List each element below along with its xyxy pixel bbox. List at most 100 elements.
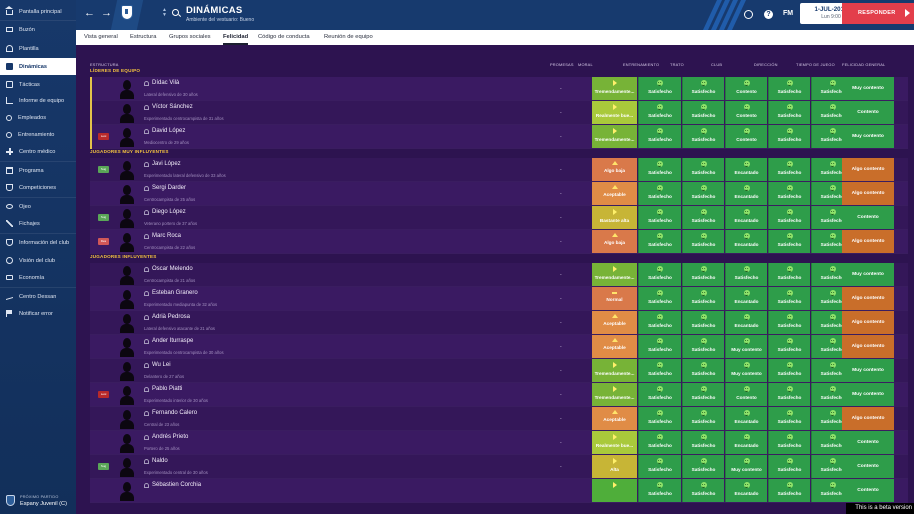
club-crest-icon[interactable]: [121, 5, 133, 20]
sidebar-item-economia[interactable]: Economía: [0, 269, 76, 286]
player-status-tag[interactable]: Lesi: [98, 133, 109, 140]
next-match-club[interactable]: Espany Juvenil (C): [20, 501, 67, 507]
overall-happiness-cell[interactable]: Algo contento: [842, 230, 894, 253]
overall-happiness-cell[interactable]: Contento: [842, 431, 894, 454]
status-cell[interactable]: Muy contento: [725, 359, 767, 382]
status-cell[interactable]: Satisfecho: [768, 101, 810, 124]
morale-cell[interactable]: Tremendamente...: [592, 263, 637, 286]
player-name[interactable]: Andrés Prieto: [152, 434, 189, 440]
table-row[interactable]: Des Marc Roca Centrocampista de 22 años - Al…: [90, 230, 908, 254]
status-cell[interactable]: Encantado: [725, 479, 767, 502]
status-cell[interactable]: Satisfecho: [768, 287, 810, 310]
table-row[interactable]: Sug Naldo Experimentado central de 30 años…: [90, 455, 908, 479]
sidebar-item-competiciones[interactable]: Competiciones: [0, 179, 76, 196]
status-cell[interactable]: Satisfecho: [638, 206, 681, 229]
status-cell[interactable]: Satisfecho: [638, 359, 681, 382]
status-cell[interactable]: Satisfecho: [682, 158, 724, 181]
overall-happiness-cell[interactable]: Muy contento: [842, 359, 894, 382]
player-name[interactable]: David López: [152, 128, 186, 134]
status-cell[interactable]: Satisfecho: [768, 407, 810, 430]
player-name[interactable]: Dídac Vilà: [152, 80, 180, 86]
status-cell[interactable]: Contento: [725, 101, 767, 124]
morale-cell[interactable]: Realmente bue...: [592, 431, 637, 454]
sidebar-item-notificar-error[interactable]: Notificar error: [0, 305, 76, 322]
status-cell[interactable]: Satisfecho: [768, 311, 810, 334]
player-name[interactable]: Sébastien Corchia: [152, 482, 202, 488]
morale-cell[interactable]: Realmente bue...: [592, 101, 637, 124]
status-cell[interactable]: Encantado: [725, 407, 767, 430]
status-cell[interactable]: Encantado: [725, 182, 767, 205]
respond-button[interactable]: RESPONDER: [842, 3, 914, 24]
player-name[interactable]: Víctor Sánchez: [152, 104, 193, 110]
player-status-tag[interactable]: Sug: [98, 214, 109, 221]
status-cell[interactable]: Satisfecho: [638, 125, 681, 148]
status-cell[interactable]: Satisfecho: [682, 287, 724, 310]
status-cell[interactable]: Contento: [725, 125, 767, 148]
player-name[interactable]: Marc Roca: [152, 233, 182, 239]
status-cell[interactable]: Satisfecho: [638, 158, 681, 181]
status-cell[interactable]: Satisfecho: [768, 359, 810, 382]
back-arrow-icon[interactable]: ←: [84, 7, 95, 19]
player-name[interactable]: Esteban Granero: [152, 290, 198, 296]
ball-icon[interactable]: [744, 10, 753, 19]
status-cell[interactable]: Satisfecho: [768, 383, 810, 406]
status-cell[interactable]: Encantado: [725, 431, 767, 454]
status-cell[interactable]: Encantado: [725, 206, 767, 229]
up-down-chevron-icon[interactable]: ▲ ▼: [162, 7, 167, 18]
morale-cell[interactable]: Algo baja: [592, 230, 637, 253]
status-cell[interactable]: Muy contento: [725, 455, 767, 478]
sidebar-item-centro-dessan[interactable]: Centro Dessan: [0, 288, 76, 305]
overall-happiness-cell[interactable]: Algo contento: [842, 182, 894, 205]
status-cell[interactable]: Satisfecho: [682, 206, 724, 229]
status-cell[interactable]: Satisfecho: [638, 230, 681, 253]
player-name[interactable]: Adrià Pedrosa: [152, 314, 191, 320]
status-cell[interactable]: Satisfecho: [682, 455, 724, 478]
overall-happiness-cell[interactable]: Muy contento: [842, 125, 894, 148]
morale-cell[interactable]: Alta: [592, 455, 637, 478]
sidebar-item-ojeo[interactable]: Ojeo: [0, 198, 76, 215]
table-row[interactable]: Dídac Vilà Lateral defensivo de 30 años - T…: [90, 77, 908, 101]
status-cell[interactable]: Satisfecho: [638, 407, 681, 430]
column-header-promesas[interactable]: PROMESAS: [550, 62, 574, 67]
status-cell[interactable]: Satisfecho: [638, 455, 681, 478]
overall-happiness-cell[interactable]: Algo contento: [842, 407, 894, 430]
sidebar-item-dinamicas[interactable]: Dinámicas: [0, 58, 76, 75]
column-header-direccion[interactable]: DIRECCIÓN: [754, 62, 778, 67]
status-cell[interactable]: Encantado: [725, 230, 767, 253]
status-cell[interactable]: Satisfecho: [638, 101, 681, 124]
player-name[interactable]: Pablo Piatti: [152, 386, 183, 392]
status-cell[interactable]: Satisfecho: [768, 479, 810, 502]
tab-reunion-de-equipo[interactable]: Reunión de equipo: [324, 34, 373, 40]
status-cell[interactable]: Satisfecho: [768, 125, 810, 148]
player-status-tag[interactable]: Des: [98, 238, 109, 245]
morale-cell[interactable]: Normal: [592, 287, 637, 310]
status-cell[interactable]: Satisfecho: [638, 383, 681, 406]
overall-happiness-cell[interactable]: Muy contento: [842, 77, 894, 100]
sidebar-item-programa[interactable]: Programa: [0, 162, 76, 179]
status-cell[interactable]: Satisfecho: [638, 335, 681, 358]
morale-cell[interactable]: Tremendamente...: [592, 77, 637, 100]
table-row[interactable]: Sergi Darder Centrocampista de 25 años - Ac…: [90, 182, 908, 206]
table-row[interactable]: Adrià Pedrosa Lateral defensivo atacante …: [90, 311, 908, 335]
status-cell[interactable]: Satisfecho: [725, 263, 767, 286]
player-status-tag[interactable]: Lesi: [98, 391, 109, 398]
table-row[interactable]: Lesi David López Mediocentro de 29 años - Tr…: [90, 125, 908, 149]
column-header-estructura[interactable]: ESTRUCTURA: [90, 62, 119, 67]
morale-cell[interactable]: Bastante alta: [592, 206, 637, 229]
forward-arrow-icon[interactable]: →: [101, 7, 112, 19]
status-cell[interactable]: Satisfecho: [768, 77, 810, 100]
overall-happiness-cell[interactable]: Contento: [842, 479, 894, 502]
table-row[interactable]: Oscar Melendo Centrocampista de 21 años - T…: [90, 263, 908, 287]
player-name[interactable]: Fernando Calero: [152, 410, 198, 416]
status-cell[interactable]: Satisfecho: [682, 125, 724, 148]
status-cell[interactable]: Satisfecho: [682, 263, 724, 286]
overall-happiness-cell[interactable]: Muy contento: [842, 263, 894, 286]
player-name[interactable]: Javi López: [152, 161, 181, 167]
player-status-tag[interactable]: Sug: [98, 166, 109, 173]
player-status-tag[interactable]: Sug: [98, 463, 109, 470]
overall-happiness-cell[interactable]: Contento: [842, 455, 894, 478]
morale-cell[interactable]: Algo baja: [592, 158, 637, 181]
status-cell[interactable]: Satisfecho: [682, 101, 724, 124]
status-cell[interactable]: Encantado: [725, 311, 767, 334]
column-header-club[interactable]: CLUB: [711, 62, 723, 67]
